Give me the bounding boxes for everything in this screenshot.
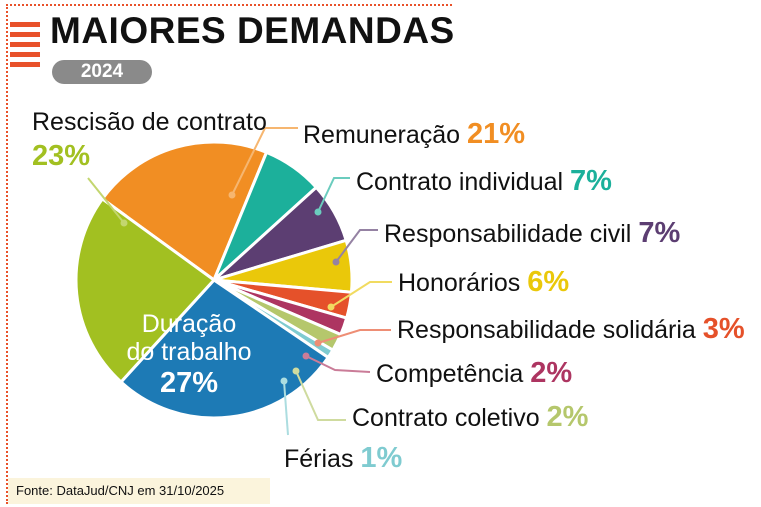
pie-slice — [119, 278, 330, 420]
slice-label: Remuneração 21% — [303, 118, 525, 150]
leader-dot — [314, 208, 322, 216]
pie-slice — [100, 140, 269, 282]
slice-value-label: 1% — [360, 442, 402, 474]
leader-dot — [302, 352, 310, 360]
slice-label: do trabalho — [126, 338, 251, 366]
leader-dot — [332, 258, 340, 266]
leader-dot — [292, 367, 300, 375]
slice-value-label: 27% — [160, 367, 218, 399]
slice-value-label: 21% — [467, 118, 525, 150]
slice-label: Rescisão de contrato — [32, 108, 267, 136]
leader-dot — [228, 191, 236, 199]
slice-value-label: 7% — [638, 217, 680, 249]
slice-value-label: 3% — [703, 313, 745, 345]
leader-line — [231, 127, 298, 196]
pie-slice — [74, 197, 216, 384]
slice-label: Duração — [142, 310, 237, 338]
leader-line — [295, 370, 346, 421]
slice-label: Competência 2% — [376, 357, 572, 389]
slice-label: Honorários 6% — [398, 266, 569, 298]
leader-line — [330, 281, 392, 308]
source-note: Fonte: DataJud/CNJ em 31/10/2025 — [8, 478, 270, 504]
slice-value-label: 2% — [530, 357, 572, 389]
slice-value-label: 2% — [547, 401, 589, 433]
slice-value-label: 7% — [570, 165, 612, 197]
slice-value-label: 6% — [527, 266, 569, 298]
stripes-icon — [10, 22, 40, 70]
slice-value-label: 23% — [32, 140, 90, 172]
leader-dot — [280, 377, 288, 385]
leader-line — [335, 229, 378, 263]
leader-dot — [327, 303, 335, 311]
slice-label: Contrato individual 7% — [356, 165, 612, 197]
page-title: MAIORES DEMANDAS — [50, 10, 455, 51]
leader-dot — [120, 219, 128, 227]
year-badge: 2024 — [52, 60, 152, 84]
slice-label: Férias 1% — [284, 442, 403, 474]
frame-top-border — [6, 4, 452, 6]
slice-label: Responsabilidade solidária 3% — [397, 313, 745, 345]
leader-line — [87, 177, 125, 224]
leader-line — [317, 177, 350, 213]
slice-label: Responsabilidade civil 7% — [384, 217, 680, 249]
leader-dot — [314, 339, 322, 347]
leader-line — [317, 329, 391, 344]
frame-left-border — [6, 4, 8, 504]
leader-line — [283, 380, 289, 436]
leader-line — [305, 355, 371, 373]
slice-label: Contrato coletivo 2% — [352, 401, 589, 433]
